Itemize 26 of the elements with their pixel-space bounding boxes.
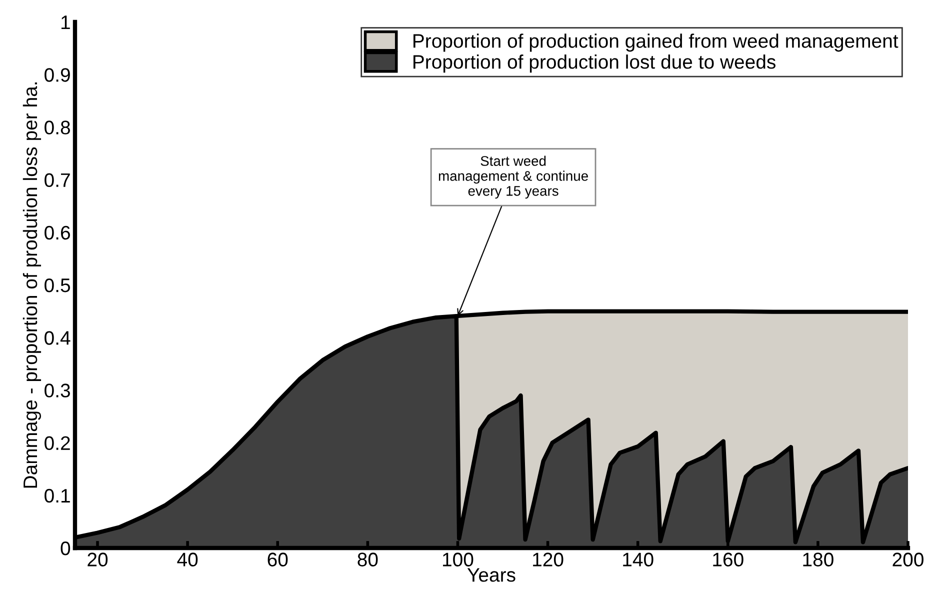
y-tick-label: 0.7 bbox=[44, 173, 70, 188]
annotation: Start weed management & continue every 15 years bbox=[438, 156, 588, 199]
x-tick-label: 160 bbox=[713, 552, 744, 566]
y-tick-label: 0.2 bbox=[44, 436, 70, 450]
legend-label: Proportion of production gained from weed management bbox=[414, 34, 898, 52]
y-tick-label: 0.1 bbox=[44, 488, 70, 503]
x-tick-label: 140 bbox=[623, 552, 654, 566]
y-tick-label: 0.4 bbox=[44, 331, 70, 345]
legend-label: Proportion of production lost due to weeds bbox=[414, 54, 776, 73]
x-tick-label: 100 bbox=[442, 552, 474, 566]
y-tick-label: 0.6 bbox=[44, 226, 70, 240]
y-tick-label: 0.9 bbox=[44, 68, 70, 82]
x-tick-label: 180 bbox=[803, 552, 834, 566]
y-axis-title: Dammage - proportion of prodution loss per ha. bbox=[22, 82, 42, 488]
x-tick-label: 40 bbox=[177, 552, 198, 566]
x-tick-label: 120 bbox=[533, 552, 564, 566]
x-tick-label: 60 bbox=[268, 552, 288, 566]
y-tick-label: 0.8 bbox=[44, 120, 70, 134]
y-tick-label: 0.5 bbox=[44, 278, 70, 292]
y-tick-label: 0.3 bbox=[44, 384, 70, 398]
x-tick-label: 20 bbox=[88, 552, 108, 566]
y-tick-label: 1 bbox=[62, 16, 70, 30]
x-tick-label: 80 bbox=[358, 552, 378, 566]
y-tick-label: 0 bbox=[60, 541, 70, 556]
x-axis-title: Years bbox=[467, 568, 516, 582]
x-tick-label: 200 bbox=[892, 552, 924, 566]
